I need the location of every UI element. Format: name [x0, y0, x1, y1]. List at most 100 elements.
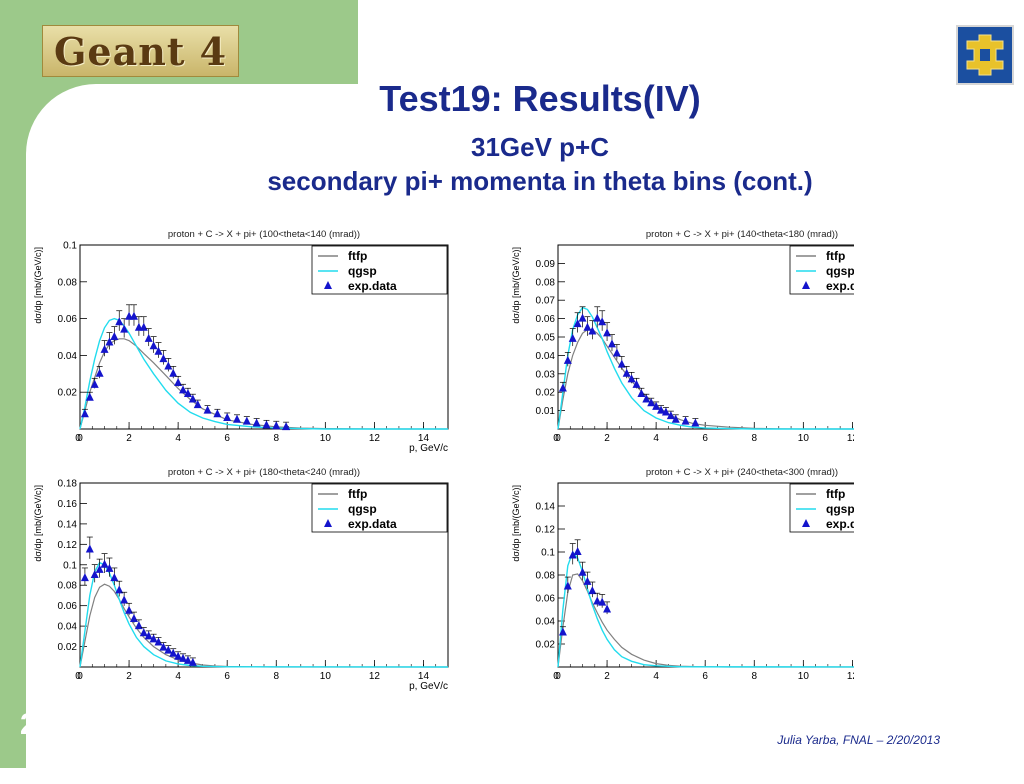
geant4-logo: Geant 4	[42, 25, 239, 77]
legend-label-exp.data: exp.data	[348, 517, 397, 531]
y-tick-label: 0.04	[536, 617, 556, 628]
x-tick-label: 4	[175, 671, 181, 682]
y-axis-label: dσ/dp [mb/(GeV/c)]	[511, 247, 521, 324]
series-qgsp-line	[557, 306, 926, 430]
data-point	[632, 379, 641, 388]
data-point	[154, 346, 163, 355]
series-qgsp-line	[79, 561, 449, 668]
origin-label: 0	[75, 433, 81, 444]
data-point	[262, 420, 271, 429]
legend-label-ftfp: ftfp	[348, 249, 367, 263]
data-point	[110, 573, 119, 582]
y-tick-label: 0.12	[58, 540, 78, 551]
legend-label-exp.data: exp.data	[826, 517, 854, 531]
x-tick-label: 2	[126, 433, 132, 444]
data-point	[573, 547, 582, 555]
legend-swatch-data	[802, 281, 810, 289]
y-tick-label: 0.04	[58, 622, 78, 633]
data-point	[85, 392, 94, 401]
x-tick-label: 4	[653, 671, 659, 682]
y-tick-label: 0.08	[536, 277, 556, 288]
data-point	[573, 319, 582, 328]
series-ftfp-line	[557, 328, 926, 430]
data-point	[282, 422, 291, 431]
x-tick-label: 4	[175, 433, 181, 444]
x-tick-label: 0	[77, 671, 83, 682]
data-point	[90, 379, 99, 388]
y-tick-label: 0.02	[58, 388, 78, 399]
data-point	[110, 332, 119, 340]
x-tick-label: 12	[847, 433, 854, 444]
y-tick-label: 0.09	[536, 259, 556, 270]
figure-canvas: proton + C -> X + pi+ (100<theta<140 (mr…	[33, 229, 927, 692]
x-tick-label: 6	[224, 433, 230, 444]
data-point	[568, 333, 577, 342]
y-tick-label: 0.04	[536, 351, 556, 362]
x-tick-label: 0	[555, 433, 561, 444]
figure-panel: proton + C -> X + pi+ (100<theta<140 (mr…	[28, 221, 927, 698]
x-tick-label: 14	[418, 433, 430, 444]
data-point	[169, 368, 178, 377]
y-axis-label: dσ/dp [mb/(GeV/c)]	[511, 485, 521, 562]
y-tick-label: 0.18	[58, 479, 78, 490]
series-ftfp-line	[79, 583, 448, 668]
logo-text: Geant 4	[53, 28, 228, 74]
data-point	[603, 604, 612, 613]
x-tick-label: 10	[798, 671, 810, 682]
x-tick-label: 10	[798, 433, 810, 444]
data-point	[134, 621, 143, 630]
y-tick-label: 0.06	[536, 594, 556, 605]
data-point	[120, 324, 129, 333]
x-tick-label: 12	[847, 671, 854, 682]
y-tick-label: 0.02	[536, 388, 556, 399]
y-tick-label: 0.16	[58, 499, 78, 510]
fermilab-emblem-icon	[962, 31, 1008, 79]
data-point	[105, 563, 114, 572]
origin-label: 0	[553, 671, 559, 682]
data-point	[144, 631, 153, 640]
y-tick-label: 0.1	[541, 548, 555, 559]
data-point	[223, 412, 232, 421]
data-point	[558, 383, 567, 392]
data-point	[139, 322, 148, 331]
data-point	[100, 344, 109, 353]
data-point	[169, 648, 178, 657]
data-point	[183, 655, 192, 664]
x-tick-label: 6	[702, 433, 708, 444]
y-tick-label: 0.1	[63, 560, 77, 571]
data-point	[174, 651, 183, 660]
y-tick-label: 0.06	[58, 601, 78, 612]
chart-title: proton + C -> X + pi+ (100<theta<140 (mr…	[168, 229, 360, 240]
data-point	[612, 348, 621, 357]
series-ftfp-line	[79, 338, 448, 430]
y-tick-label: 0.08	[58, 277, 78, 288]
data-point	[563, 355, 572, 364]
chart-panel-2: proton + C -> X + pi+ (140<theta<180 (mr…	[511, 229, 927, 454]
y-tick-label: 0.05	[536, 333, 556, 344]
y-tick-label: 0.14	[58, 519, 78, 530]
x-tick-label: 2	[604, 433, 610, 444]
x-tick-label: 0	[77, 433, 83, 444]
data-point	[115, 317, 124, 326]
data-point	[598, 597, 607, 606]
x-tick-label: 2	[126, 671, 132, 682]
data-point	[203, 405, 212, 414]
legend-box	[311, 483, 448, 533]
data-point	[193, 400, 202, 409]
data-point	[588, 586, 597, 595]
series-qgsp-line	[79, 317, 448, 430]
data-point	[149, 341, 158, 350]
data-point	[588, 326, 597, 335]
x-tick-label: 12	[369, 671, 381, 682]
data-point	[252, 418, 261, 427]
x-tick-label: 6	[702, 671, 708, 682]
y-tick-label: 0.07	[536, 296, 556, 307]
data-point	[593, 596, 602, 605]
x-axis-label: p, GeV/c	[409, 681, 448, 692]
y-tick-label: 0.12	[536, 525, 556, 536]
y-tick-label: 0.1	[63, 241, 77, 252]
data-point	[637, 389, 646, 398]
legend-label-ftfp: ftfp	[348, 487, 367, 501]
data-point	[125, 605, 134, 614]
data-point	[666, 411, 675, 420]
